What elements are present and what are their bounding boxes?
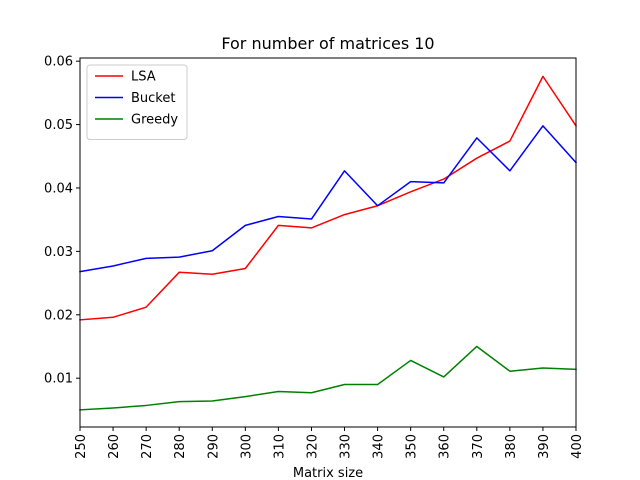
- y-tick-label: 0.03: [44, 245, 73, 260]
- x-tick-label: 270: [140, 434, 155, 459]
- x-tick-label: 370: [471, 434, 486, 459]
- y-tick-label: 0.02: [44, 308, 73, 323]
- axes-layer: 250 260 270 280 290 300 310 320 330 340 350 360 370 3…: [44, 55, 585, 459]
- x-tick-label: 380: [504, 434, 519, 459]
- series-layer: [79, 75, 578, 411]
- chart-title: For number of matrices 10: [221, 34, 434, 53]
- x-tick-label: 290: [206, 434, 221, 459]
- x-tick-label: 280: [173, 434, 188, 459]
- legend: LSA Bucket Greedy: [86, 64, 188, 140]
- legend-box: [86, 64, 188, 140]
- y-tick-label: 0.06: [44, 55, 73, 70]
- series-line-lsa: [79, 75, 578, 321]
- x-tick-label: 310: [272, 434, 287, 459]
- y-tick-label: 0.01: [44, 372, 73, 387]
- series-line-greedy: [79, 345, 577, 411]
- x-tick-label: 320: [305, 434, 320, 459]
- x-axis-label: Matrix size: [293, 466, 363, 480]
- x-tick-label: 250: [74, 434, 89, 459]
- x-tick-label: 330: [339, 434, 354, 459]
- y-tick-label: 0.04: [44, 181, 73, 196]
- x-tick-label: 340: [372, 434, 387, 459]
- x-tick-label: 350: [405, 434, 420, 459]
- plot-frame: [79, 57, 577, 428]
- legend-label-bucket: Bucket: [131, 91, 175, 106]
- x-tick-label: 360: [438, 434, 453, 459]
- x-tick-label: 300: [239, 434, 254, 459]
- series-line-bucket: [79, 125, 578, 273]
- legend-label-lsa: LSA: [131, 70, 156, 85]
- x-tick-label: 400: [570, 434, 585, 459]
- x-tick-label: 260: [107, 434, 122, 459]
- legend-label-greedy: Greedy: [131, 113, 178, 128]
- x-tick-label: 390: [537, 434, 552, 459]
- y-tick-label: 0.05: [44, 118, 73, 133]
